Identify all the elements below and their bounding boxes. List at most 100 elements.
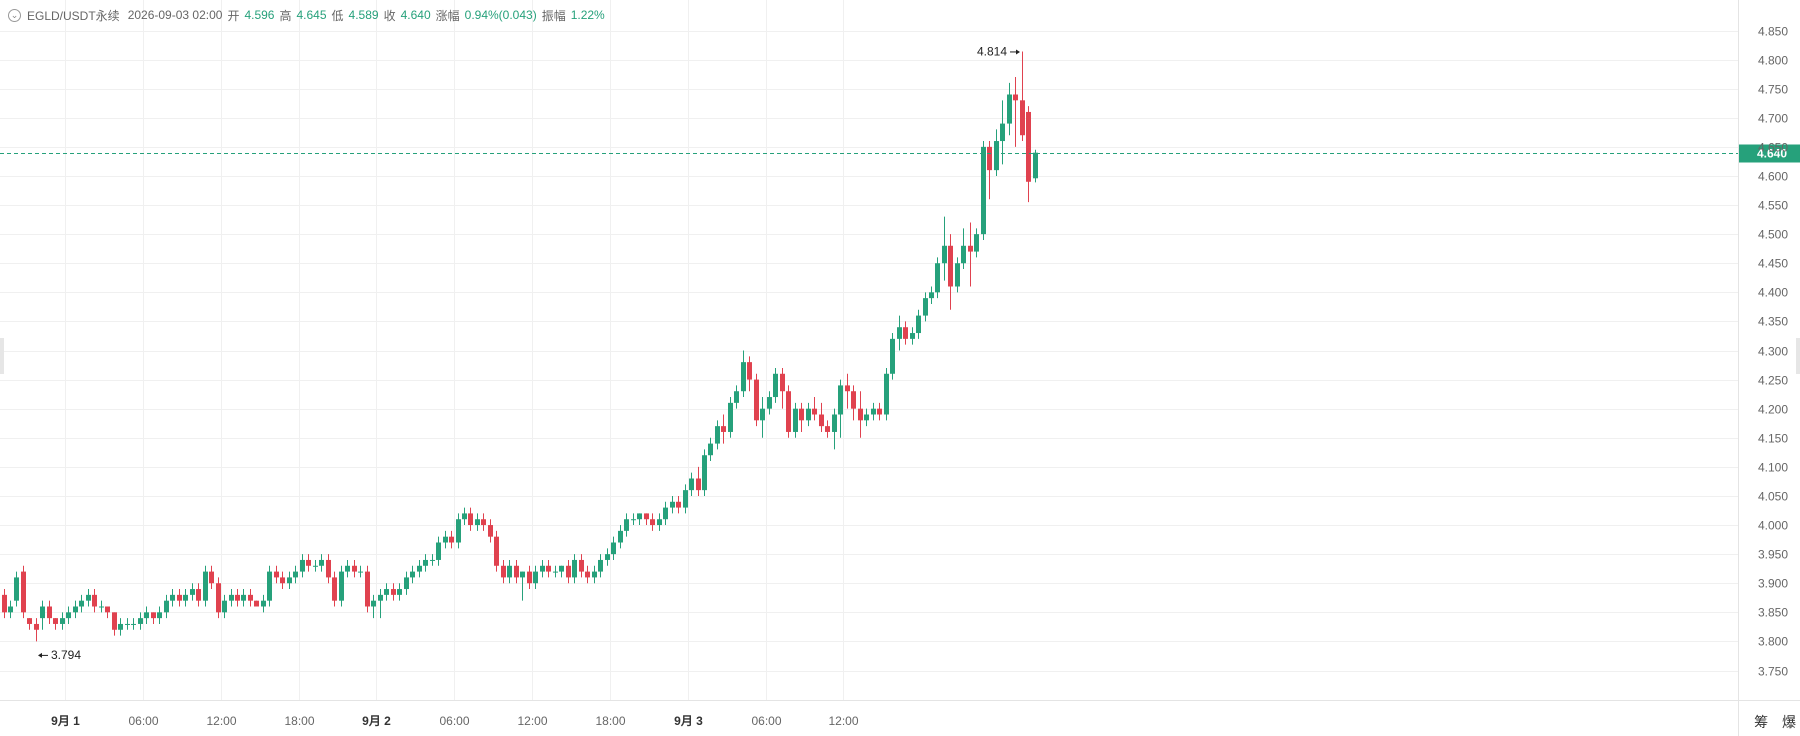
- candle: [845, 373, 850, 409]
- candle: [994, 129, 999, 176]
- candle-body: [494, 536, 499, 566]
- candle-body: [27, 618, 32, 624]
- candle-body: [520, 571, 525, 578]
- candle-body: [1026, 111, 1031, 182]
- candle: [404, 571, 409, 595]
- x-tick-label: 18:00: [284, 714, 314, 728]
- candle-body: [741, 362, 746, 392]
- candle-body: [527, 571, 532, 584]
- liquidation-button[interactable]: 爆: [1782, 714, 1796, 730]
- candle: [144, 606, 149, 624]
- x-tick-label: 9月 2: [362, 714, 391, 728]
- candle: [2, 589, 7, 619]
- candle-body: [923, 298, 928, 316]
- candle: [157, 606, 162, 624]
- candle: [125, 618, 130, 630]
- candle-body: [858, 408, 863, 421]
- candle-body: [793, 408, 798, 432]
- y-tick-label: 4.850: [1758, 25, 1788, 39]
- candle: [877, 402, 882, 421]
- candle: [987, 141, 992, 200]
- candle-body: [786, 391, 791, 432]
- candle: [514, 559, 519, 584]
- candle-body: [391, 589, 396, 595]
- candle: [715, 420, 720, 450]
- candle: [559, 565, 564, 578]
- candle: [851, 385, 856, 421]
- candle: [118, 618, 123, 636]
- y-tick-label: 4.500: [1758, 228, 1788, 242]
- candle-body: [66, 612, 71, 619]
- candle: [981, 141, 986, 240]
- chip-distribution-button[interactable]: 筹: [1754, 714, 1769, 730]
- x-tick-label: 06:00: [128, 714, 158, 728]
- candle: [663, 501, 668, 526]
- candle-body: [689, 478, 694, 491]
- candle-body: [53, 618, 58, 624]
- symbol-label[interactable]: EGLD/USDT永续: [27, 8, 120, 23]
- candle-body: [410, 571, 415, 578]
- candle: [657, 513, 662, 531]
- candle-body: [754, 379, 759, 421]
- low-marker-arrowhead: [38, 652, 42, 658]
- y-tick-label: 4.250: [1758, 374, 1788, 388]
- candle: [767, 391, 772, 415]
- candle: [799, 402, 804, 432]
- candle: [527, 565, 532, 590]
- candle: [605, 548, 610, 566]
- candle-body: [605, 554, 610, 560]
- candle-body: [1020, 100, 1025, 136]
- candle-body: [105, 606, 110, 613]
- candle: [553, 565, 558, 578]
- collapse-chevron-icon[interactable]: ⌄: [8, 8, 21, 22]
- candle-body: [767, 397, 772, 409]
- candle-body: [112, 612, 117, 630]
- candle: [812, 397, 817, 421]
- candle-body: [981, 146, 986, 235]
- candle-body: [1007, 94, 1012, 124]
- candle-body: [566, 565, 571, 578]
- candle: [897, 315, 902, 351]
- change-label: 涨幅: [435, 8, 460, 23]
- candle-body: [683, 490, 688, 508]
- candle: [760, 397, 765, 438]
- candle: [73, 600, 78, 619]
- candle: [391, 583, 396, 601]
- y-tick-label: 4.100: [1758, 461, 1788, 475]
- candle: [8, 600, 13, 619]
- candle: [209, 565, 214, 590]
- candle: [203, 565, 208, 607]
- candle: [696, 466, 701, 496]
- candle-body: [47, 606, 52, 619]
- candle-body: [533, 571, 538, 584]
- candle-body: [79, 600, 84, 607]
- candle: [267, 565, 272, 607]
- left-panel-handle[interactable]: [0, 338, 4, 374]
- candle-body: [60, 618, 65, 624]
- candle: [40, 600, 45, 630]
- candle: [1033, 149, 1038, 183]
- candle-body: [151, 612, 156, 619]
- candle: [832, 408, 837, 450]
- candle: [300, 554, 305, 578]
- candle: [222, 594, 227, 619]
- candle-body: [747, 362, 752, 380]
- candle-body: [806, 408, 811, 421]
- candle: [806, 402, 811, 427]
- change-value: 0.94%(0.043): [464, 8, 537, 22]
- amplitude-value: 1.22%: [570, 8, 605, 22]
- candle-body: [871, 408, 876, 415]
- low-label: 低: [331, 8, 344, 23]
- candle-body: [365, 571, 370, 607]
- candle: [105, 606, 110, 619]
- candle-body: [267, 571, 272, 601]
- candle-body: [819, 414, 824, 427]
- candle-body: [773, 373, 778, 398]
- y-tick-label: 4.800: [1758, 54, 1788, 68]
- grid-lines: [0, 0, 1738, 700]
- candle-body: [118, 623, 123, 630]
- candle-body: [216, 583, 221, 613]
- right-panel-handle[interactable]: [1796, 338, 1800, 374]
- candle: [481, 513, 486, 531]
